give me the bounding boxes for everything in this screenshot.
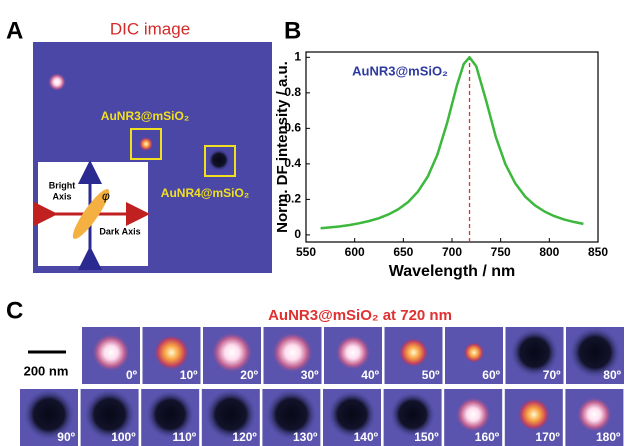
tile-spot [510,328,559,377]
angle-label: 20º [240,368,258,382]
selection-box [130,128,162,160]
y-tick-label: 0.4 [284,156,301,170]
tile-spot [211,331,253,374]
angle-label: 40º [361,368,379,382]
angle-label: 120º [232,430,257,444]
x-tick-label: 750 [491,245,511,259]
y-tick-label: 1 [294,49,301,63]
particle [208,149,230,171]
spectrum-chart: 550 600 650 700 750 800 850 0 0.2 0.4 0.6 0.8 1 Wavel… [274,49,608,280]
tile-spot [398,337,429,368]
tile-spot [328,390,376,439]
x-tick-label: 800 [539,245,559,259]
x-tick-label: 550 [296,245,316,259]
angle-label: 70º [543,368,561,382]
y-tick-label: 0.6 [284,121,301,135]
y-tick-label: 0.8 [284,85,301,99]
annotation: AuNR3@mSiO₂ [352,63,448,78]
x-tick-label: 600 [345,245,365,259]
tile-spot [205,389,257,440]
tile-spot [23,389,75,440]
dic-title: DIC image [110,19,190,38]
inset-label: Axis [52,191,71,201]
spectrum-line [320,56,584,230]
tile-spot [146,390,195,439]
angle-label: 80º [603,368,621,382]
angle-label: 30º [301,368,319,382]
x-tick-label: 700 [442,245,462,259]
plot-frame [305,51,599,243]
tile-grid: 0º 10º 20º 30º 40º 50º 60º 70º 80º 90º 100º 110º 120… [20,327,624,446]
angle-label: 90º [57,430,75,444]
angle-label: 130º [293,430,318,444]
polarization-title: AuNR3@mSiO₂ at 720 nm [268,307,452,324]
tile-spot [271,331,314,374]
scale-bar-label: 200 nm [24,363,69,378]
angle-label: 60º [482,368,500,382]
x-axis-label: Wavelength / nm [389,263,516,280]
tile-spot [463,342,485,363]
tile-spot [569,327,621,378]
tile-spot [517,398,551,431]
x-tick-label: 650 [393,245,413,259]
angle-label: 140º [354,430,379,444]
panel-label: C [6,297,23,324]
angle-label: 50º [422,368,440,382]
tile-spot [265,389,317,440]
y-axis-label: Norm. DF intensity / a.u. [274,61,291,233]
panel-label: B [284,17,301,44]
tile-spot [153,334,190,371]
tile-spot [455,396,492,433]
angle-label: 110º [172,430,196,444]
x-tick-label: 850 [588,245,608,259]
tile-spot [390,392,436,437]
nanorod [72,189,110,239]
particle-label: AuNR3@mSiO₂ [101,109,189,123]
panel-label: A [6,17,23,44]
tile-spot [335,334,371,371]
tile-spot [91,333,131,372]
selection-box [204,145,236,177]
angle-label: 100º [111,430,136,444]
particle [48,73,66,91]
y-tick-label: 0 [294,227,301,241]
tile-spot [576,396,613,433]
y-tick-label: 0.2 [284,192,301,206]
particle-label: AuNR4@mSiO₂ [161,186,249,200]
angle-label: 180º [596,430,621,444]
angle-label: 160º [475,430,500,444]
angle-label: 10º [180,368,198,382]
angle-label: 0º [126,368,138,382]
particle [139,137,153,151]
angle-label: 170º [535,430,560,444]
tile-spot [84,389,136,440]
inset-label: Bright [49,180,76,190]
angle-label: 150º [414,430,439,444]
inset-label: φ [102,189,110,203]
inset-label: Dark Axis [99,226,140,236]
